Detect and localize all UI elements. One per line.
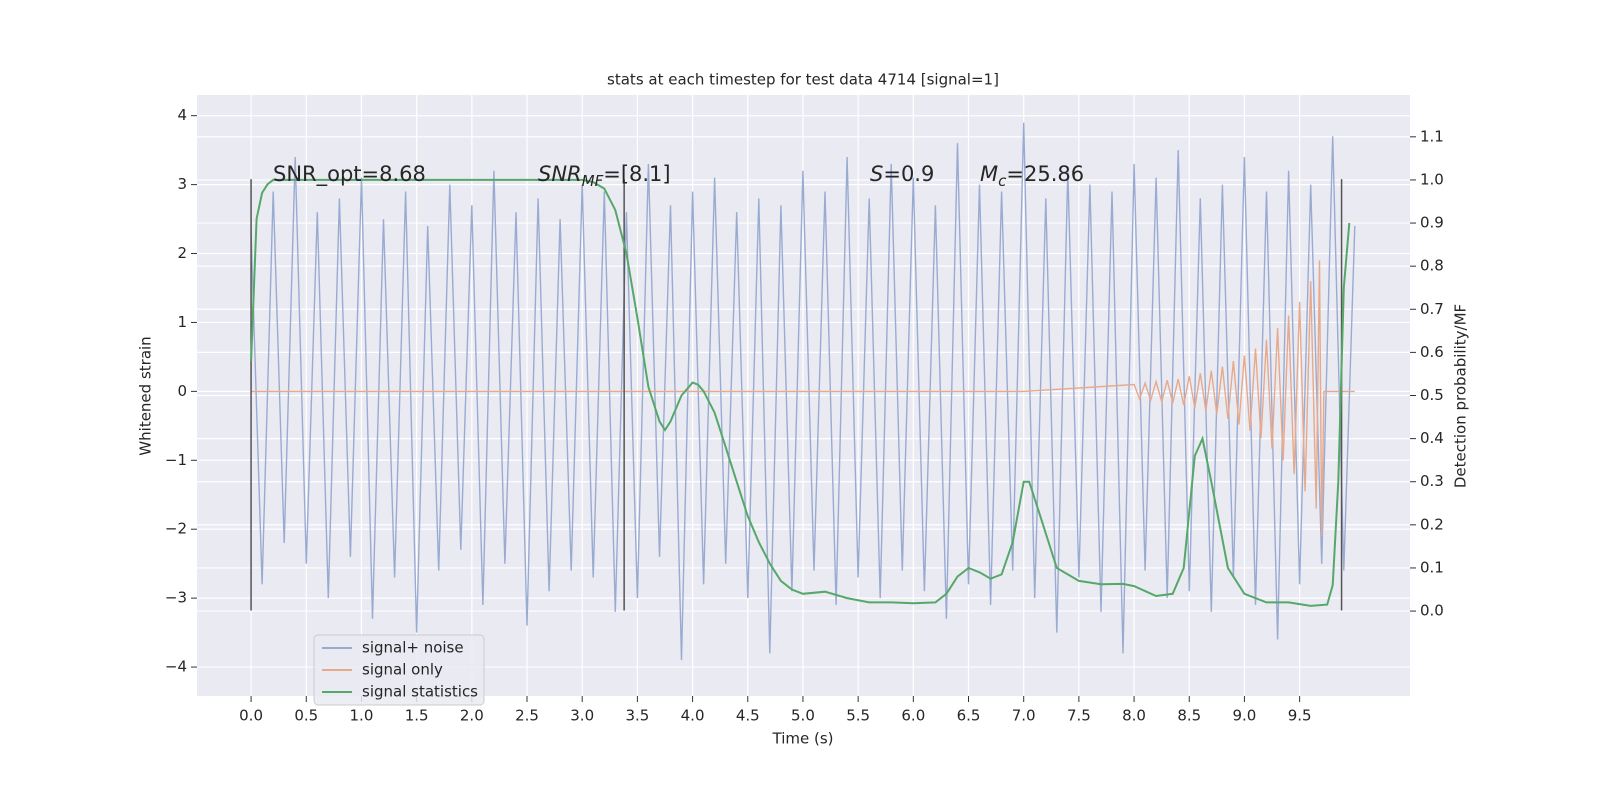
y2-tick-label: 0.4 [1420,429,1444,447]
x-tick-label: 0.5 [294,707,318,725]
x-tick-label: 7.5 [1067,707,1091,725]
annotation-main: M [980,162,998,186]
annotation-main: SNR_opt=8.68 [273,162,426,187]
y2-tick-label: 0.5 [1420,386,1444,404]
x-tick-label: 0.0 [239,707,263,725]
y2-tick-label: 0.6 [1420,343,1444,361]
y2-tick-label: 0.2 [1420,515,1444,533]
x-tick-label: 1.5 [405,707,429,725]
x-tick-label: 5.5 [846,707,870,725]
annotation-main: S [870,162,883,186]
y-tick-label: −1 [165,451,187,469]
annotation: SNRMF=[8.1] [538,162,671,190]
y-tick-label: 1 [177,313,187,331]
x-tick-label: 2.0 [460,707,484,725]
y2-tick-label: 1.0 [1420,170,1444,188]
x-tick-label: 1.0 [350,707,374,725]
y-tick-label: 0 [177,382,187,400]
x-tick-label: 6.0 [901,707,925,725]
y2-tick-label: 0.1 [1420,558,1444,576]
x-tick-label: 7.0 [1012,707,1036,725]
series-line [251,260,1355,537]
legend-label: signal only [362,661,443,679]
x-tick-label: 6.5 [957,707,981,725]
annotation: S=0.9 [870,162,934,186]
x-tick-label: 4.5 [736,707,760,725]
x-tick-label: 9.5 [1288,707,1312,725]
y2-axis-label: Detection probability/MF [1452,304,1470,488]
y2-tick-label: 0.7 [1420,300,1444,318]
y2-tick-label: 0.3 [1420,472,1444,490]
y2-tick-label: 0.8 [1420,257,1444,275]
annotation-rest: =25.86 [1006,162,1084,186]
y2-tick-label: 0.0 [1420,602,1444,620]
annotation-sub: MF [582,172,604,190]
y-tick-label: 4 [177,106,187,124]
legend-label: signal statistics [362,683,478,701]
x-axis-label: Time (s) [772,730,834,748]
x-tick-label: 2.5 [515,707,539,725]
chart-title: stats at each timestep for test data 471… [607,71,999,89]
annotation-rest: =0.9 [883,162,934,186]
legend-label: signal+ noise [362,639,464,657]
x-tick-label: 4.0 [681,707,705,725]
y2-tick-label: 1.1 [1420,127,1444,145]
x-tick-label: 8.0 [1122,707,1146,725]
x-tick-label: 5.0 [791,707,815,725]
annotation-sub: c [998,172,1007,190]
y-tick-label: −3 [165,589,187,607]
series-line [250,122,1356,661]
annotation: SNR_opt=8.68 [273,162,426,187]
x-tick-label: 9.0 [1233,707,1257,725]
x-tick-label: 3.5 [625,707,649,725]
legend-box [313,634,485,706]
series-line [250,178,1351,607]
annotation: Mc=25.86 [980,162,1084,190]
x-tick-label: 8.5 [1177,707,1201,725]
annotation-main: SNR [538,162,582,186]
y-tick-label: −4 [165,658,187,676]
y2-tick-label: 0.9 [1420,214,1444,232]
annotation-rest: =[8.1] [603,162,670,186]
y-tick-label: 3 [177,175,187,193]
y-axis-label: Whitened strain [137,336,155,455]
x-tick-label: 3.0 [570,707,594,725]
y-tick-label: 2 [177,244,187,262]
y-tick-label: −2 [165,520,187,538]
